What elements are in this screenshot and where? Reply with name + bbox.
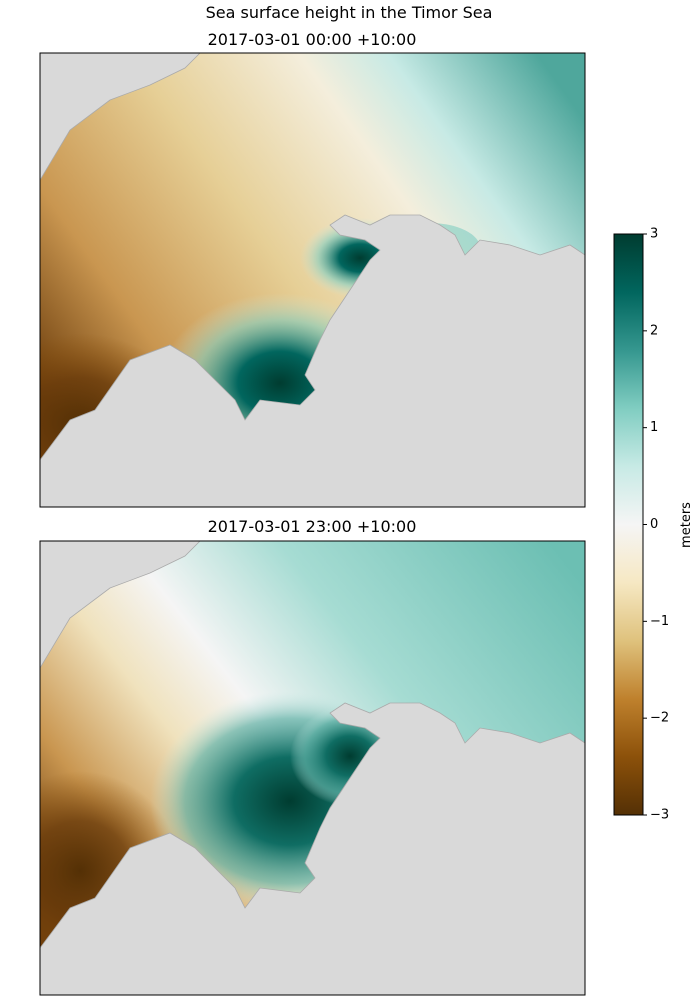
colorbar-tick-label: −1 [650, 614, 669, 629]
panel-title: 2017-03-01 00:00 +10:00 [208, 30, 417, 49]
panel-title: 2017-03-01 23:00 +10:00 [208, 517, 417, 536]
colorbar-label: meters [679, 502, 694, 548]
colorbar [613, 233, 644, 816]
map-panel [39, 540, 586, 996]
colorbar-tick-label: 1 [650, 420, 658, 435]
colorbar-tick-label: −2 [650, 711, 669, 726]
map-panel [39, 52, 586, 508]
colorbar-tick-label: 2 [650, 323, 658, 338]
colorbar-tick-label: 3 [650, 227, 658, 242]
figure-title: Sea surface height in the Timor Sea [206, 3, 493, 22]
colorbar-tick-label: −3 [650, 808, 669, 823]
colorbar-tick-label: 0 [650, 517, 658, 532]
